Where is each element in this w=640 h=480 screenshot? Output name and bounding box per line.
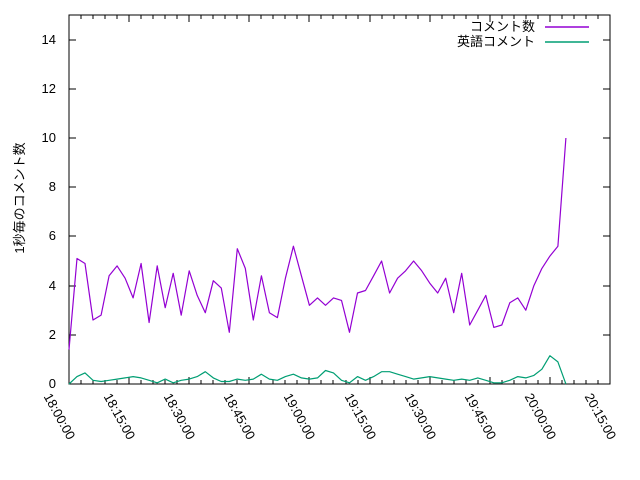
y-tick-label: 8: [48, 179, 56, 194]
comments-series-line: [68, 137, 567, 350]
y-tick-label: 4: [48, 278, 56, 293]
legend-label-comments: コメント数: [469, 19, 535, 34]
y-tick-label: 14: [41, 32, 56, 47]
y-tick-label: 10: [41, 130, 56, 145]
y-tick-label: 6: [48, 228, 56, 243]
y-tick-label: 0: [48, 376, 56, 391]
y-tick-label: 2: [48, 327, 56, 342]
english-comments-series-line: [68, 355, 567, 385]
y-tick-label: 12: [41, 81, 56, 96]
plot-border: [68, 14, 611, 385]
y-axis-title: 1秒毎のコメント数: [12, 142, 27, 254]
legend-label-english-comments: 英語コメント: [456, 34, 535, 49]
